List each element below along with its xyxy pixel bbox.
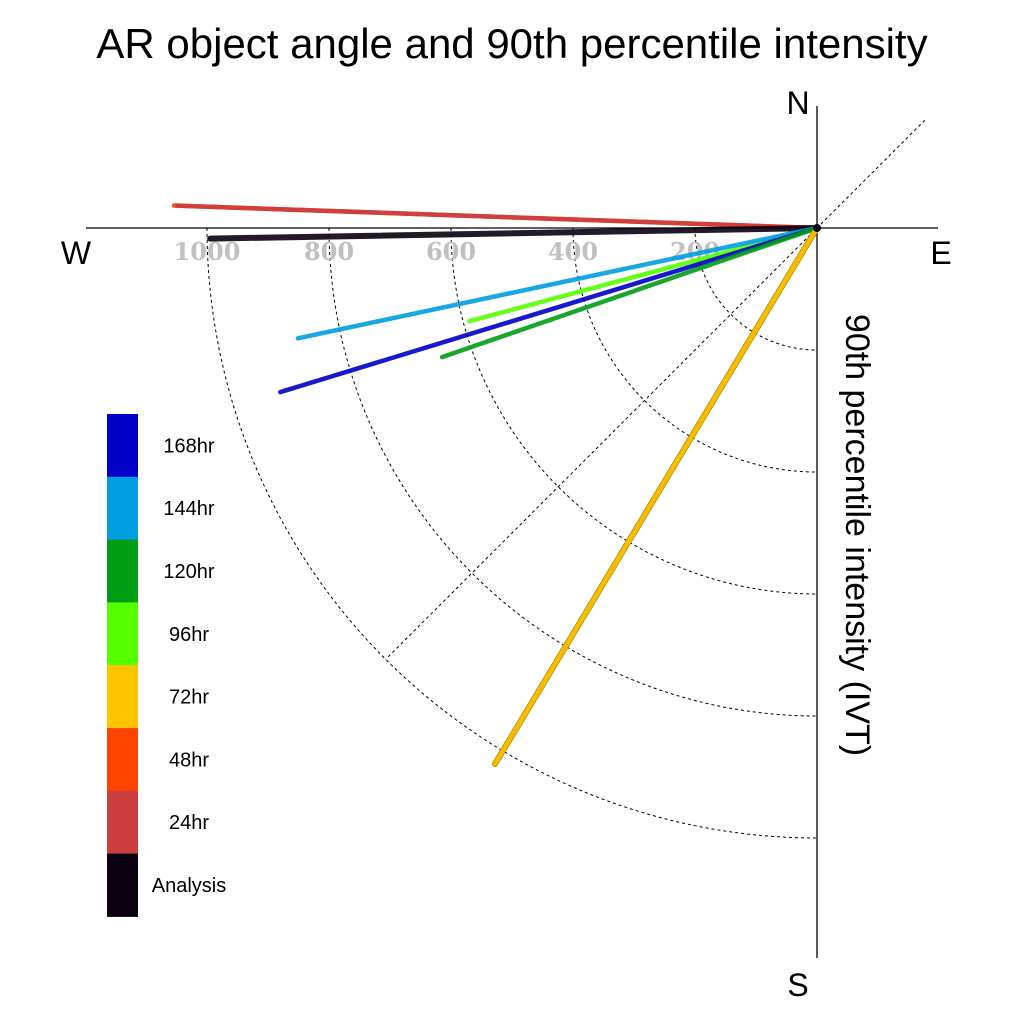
legend-swatch-120hr: [107, 539, 138, 603]
series-line-168hr: [278, 225, 820, 395]
legend-swatch-72hr: [107, 665, 138, 729]
legend-label-120hr: 120hr: [163, 561, 214, 583]
legend-swatch-48hr: [107, 728, 138, 792]
legend-swatch-analysis: [107, 853, 138, 917]
legend-label-168hr: 168hr: [163, 435, 214, 457]
compass-east-label: E: [930, 235, 951, 271]
legend-swatch-96hr: [107, 602, 138, 666]
series-line-72hr: [492, 225, 820, 767]
series-lines: [171, 203, 821, 767]
origin-point: [813, 224, 821, 232]
series-line-144hr: [295, 225, 820, 341]
compass-south-label: S: [787, 967, 808, 1003]
legend-label-48hr: 48hr: [169, 749, 209, 771]
legend-label-96hr: 96hr: [169, 624, 209, 646]
series-line-analysis: [207, 225, 820, 242]
legend-label-24hr: 24hr: [169, 812, 209, 834]
tick-label-800: 800: [304, 237, 354, 266]
compass-north-label: N: [786, 85, 809, 121]
radial-axis-label: 90th percentile intensity (IVT): [838, 314, 876, 756]
grid-arc-600: [450, 227, 818, 595]
legend-label-72hr: 72hr: [169, 687, 209, 709]
tick-label-1000: 1000: [174, 237, 241, 266]
series-line-120hr: [439, 225, 820, 360]
grid-arc-800: [328, 227, 818, 717]
grid-diagonal: [385, 119, 926, 660]
legend-label-analysis: Analysis: [152, 875, 226, 897]
legend-swatch-168hr: [107, 414, 138, 478]
chart-title: AR object angle and 90th percentile inte…: [96, 20, 927, 67]
grid-arc-1000: [206, 227, 818, 839]
legend: 168hr 144hr 120hr 96hr 72hr 48hr 24hr Analysis: [107, 414, 226, 917]
legend-swatch-24hr: [107, 790, 138, 855]
compass-west-label: W: [61, 235, 92, 271]
grid-arc-400: [572, 227, 818, 473]
legend-swatch-144hr: [107, 476, 138, 541]
legend-label-144hr: 144hr: [163, 498, 214, 520]
tick-label-400: 400: [548, 237, 598, 266]
tick-label-600: 600: [426, 237, 476, 266]
series-line-24hr: [174, 203, 820, 231]
